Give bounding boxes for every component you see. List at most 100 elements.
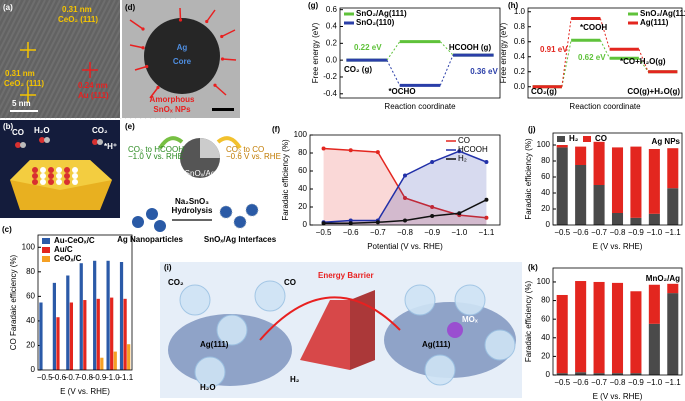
x-tick-label: −0.7	[370, 228, 386, 237]
sno-shell	[200, 138, 220, 158]
bar	[83, 300, 87, 370]
annotation: 0.22 eV	[354, 43, 382, 52]
panel-label: (e)	[125, 122, 135, 131]
x-tick-label: −1.1	[665, 228, 681, 237]
lattice-fringe	[54, 0, 116, 119]
arrow	[206, 9, 216, 22]
y-tick-label: 0.2	[514, 67, 526, 76]
bar-segment	[593, 185, 605, 225]
energy-connector	[599, 40, 611, 59]
bar-segment	[630, 217, 642, 225]
bar-segment	[611, 373, 624, 375]
y-tick-label: 60	[26, 291, 35, 300]
panel-label: (c)	[2, 225, 12, 234]
y-tick-label: 40	[541, 333, 550, 342]
panel-label: (b)	[3, 122, 14, 131]
marker	[457, 211, 462, 216]
y-tick-label: 0	[31, 365, 36, 374]
x-axis-label: Reaction coordinate	[384, 102, 456, 111]
legend-label: Au-CeOₓ/C	[54, 236, 95, 245]
lattice-fringe	[0, 0, 31, 62]
bar	[100, 357, 104, 370]
y-tick-label: 40	[26, 316, 35, 325]
arrow	[221, 29, 236, 38]
annotation: CO(g)+H₂O(g)	[627, 87, 680, 96]
x-axis-label: E (V vs. RHE)	[593, 242, 643, 251]
ceox-atom	[64, 179, 70, 185]
bar	[110, 297, 114, 370]
annotation: CeO₂ (111)	[4, 79, 44, 88]
bar	[119, 262, 124, 370]
bubble	[254, 280, 286, 312]
bubble	[454, 284, 486, 316]
annotation: 0.31 nm	[62, 5, 92, 14]
marker	[375, 150, 380, 155]
legend-label: Ag(111)	[640, 18, 669, 27]
bar-segment	[667, 293, 679, 375]
y-axis-label: Free energy (eV)	[311, 22, 320, 83]
arrow	[129, 19, 144, 30]
lattice-fringe	[0, 0, 36, 72]
x-tick-label: −1.1	[117, 373, 133, 382]
y-tick-label: -0.4	[323, 89, 337, 98]
area	[323, 148, 487, 225]
energy-connector	[599, 18, 611, 50]
legend-label: CeOₓ/C	[54, 254, 82, 263]
bar-segment	[556, 294, 568, 374]
bar-segment	[611, 213, 624, 225]
y-tick-label: 0.4	[326, 22, 338, 31]
bar	[123, 298, 127, 370]
y-tick-label: 0.6	[326, 5, 338, 14]
bubble	[216, 314, 248, 346]
bar-segment	[556, 373, 568, 375]
bar	[127, 344, 131, 370]
bubble	[424, 354, 456, 386]
bar	[113, 351, 117, 370]
ceox-atom	[48, 173, 54, 179]
bubble	[484, 329, 516, 361]
ceox-atom	[48, 179, 54, 185]
barrier	[300, 300, 350, 370]
y-tick-label: 100	[22, 242, 36, 251]
lattice-fringe	[39, 0, 101, 119]
bar-segment	[667, 148, 679, 189]
lattice-fringe	[34, 0, 96, 119]
bar	[79, 263, 83, 370]
annotation: CO₂ to HCOOH	[128, 145, 184, 154]
panel-label: (f)	[272, 125, 280, 134]
lattice-fringe	[0, 0, 21, 42]
annotation: Ag(111)	[422, 340, 451, 349]
arrow-head	[220, 34, 224, 39]
x-axis-label: E (V vs. RHE)	[593, 392, 643, 401]
marker	[403, 173, 407, 178]
bar	[106, 260, 110, 370]
x-tick-label: −0.5	[37, 373, 53, 382]
y-tick-label: 0.0	[514, 82, 526, 91]
scale-bar	[10, 110, 38, 112]
x-tick-label: −0.6	[343, 228, 359, 237]
annotation: CO	[284, 278, 296, 287]
x-tick-label: −0.9	[628, 228, 644, 237]
tem-clip	[120, 0, 122, 118]
legend-swatch	[583, 136, 591, 142]
marker	[484, 215, 489, 220]
legend-label: SnO₂/Ag(111)	[356, 9, 407, 18]
x-tick-label: −0.5	[554, 228, 570, 237]
scale-bar	[212, 108, 234, 111]
annotation: Ag Nanoparticles	[117, 235, 183, 244]
annotation: Na₂SnO₃	[175, 197, 209, 206]
lattice-fringe	[14, 0, 76, 119]
y-tick-label: 0.4	[514, 52, 526, 61]
y-tick-label: 0.8	[514, 22, 526, 31]
bubble	[194, 356, 226, 388]
annotation: CO₂(g)	[531, 87, 557, 96]
arrow	[179, 7, 182, 21]
legend-swatch	[42, 238, 50, 244]
y-axis-label: Faradaic efficiency (%)	[524, 138, 533, 220]
y-tick-label: 0.0	[326, 55, 338, 64]
x-axis-label: Reaction coordinate	[569, 102, 641, 111]
arrow-head	[178, 18, 183, 22]
arrow-head	[205, 19, 209, 24]
energy-connector	[386, 59, 401, 86]
x-tick-label: −1.0	[646, 228, 662, 237]
